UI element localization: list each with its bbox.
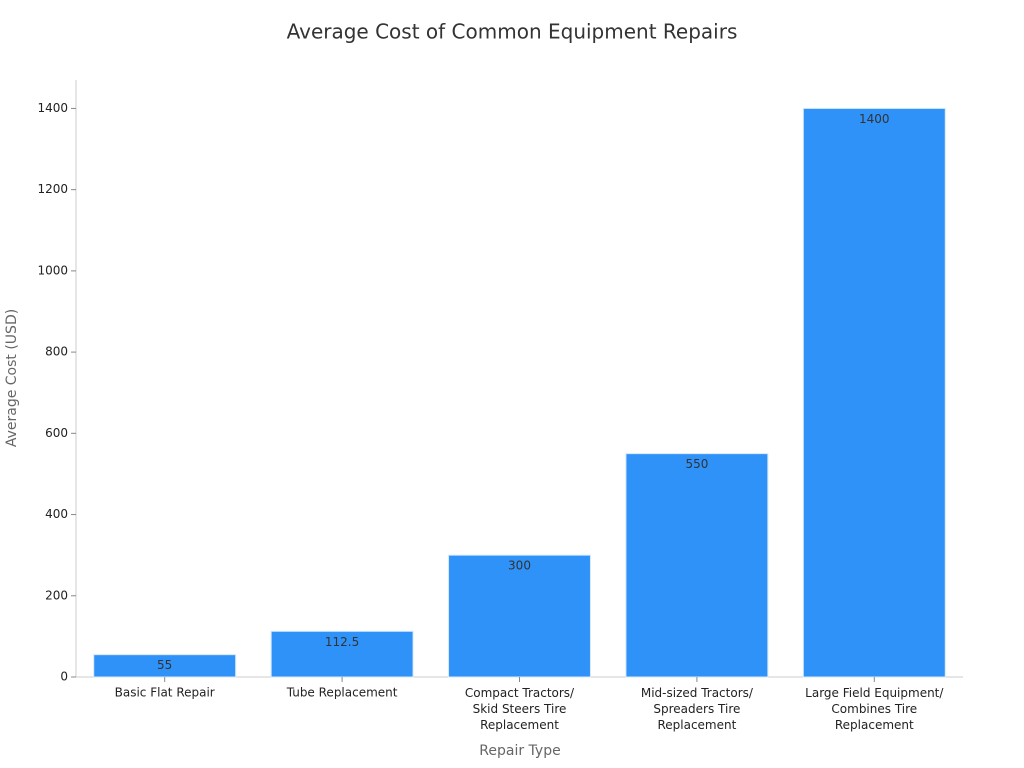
x-tick-label: Tube Replacement — [286, 686, 398, 700]
value-label: 1400 — [859, 112, 890, 126]
y-tick-label: 1400 — [37, 101, 68, 115]
bar — [270, 630, 414, 678]
bar — [802, 107, 946, 678]
bar — [625, 453, 769, 678]
bar — [448, 554, 591, 678]
y-tick-label: 1000 — [37, 263, 68, 277]
y-tick-label: 1200 — [37, 182, 68, 196]
value-label: 55 — [157, 658, 172, 672]
y-tick-label: 200 — [45, 588, 68, 602]
y-tick-label: 0 — [60, 670, 68, 684]
y-tick-label: 400 — [45, 507, 68, 521]
value-label: 300 — [508, 559, 531, 573]
y-tick-label: 800 — [45, 345, 68, 359]
y-axis-title: Average Cost (USD) — [4, 309, 20, 447]
value-label: 550 — [685, 457, 708, 471]
x-tick-label: Basic Flat Repair — [115, 686, 215, 700]
x-tick-label: Compact Tractors/Skid Steers Tire Replace… — [465, 686, 575, 732]
x-tick-label: Large Field Equipment/Combines Tire Repla… — [805, 686, 944, 732]
y-tick-label: 600 — [45, 426, 68, 440]
chart-title: Average Cost of Common Equipment Repairs — [287, 20, 738, 44]
x-tick-label: Mid-sized Tractors/Spreaders Tire Replace… — [641, 686, 754, 732]
x-axis-title: Repair Type — [479, 743, 560, 759]
value-label: 112.5 — [325, 635, 359, 649]
